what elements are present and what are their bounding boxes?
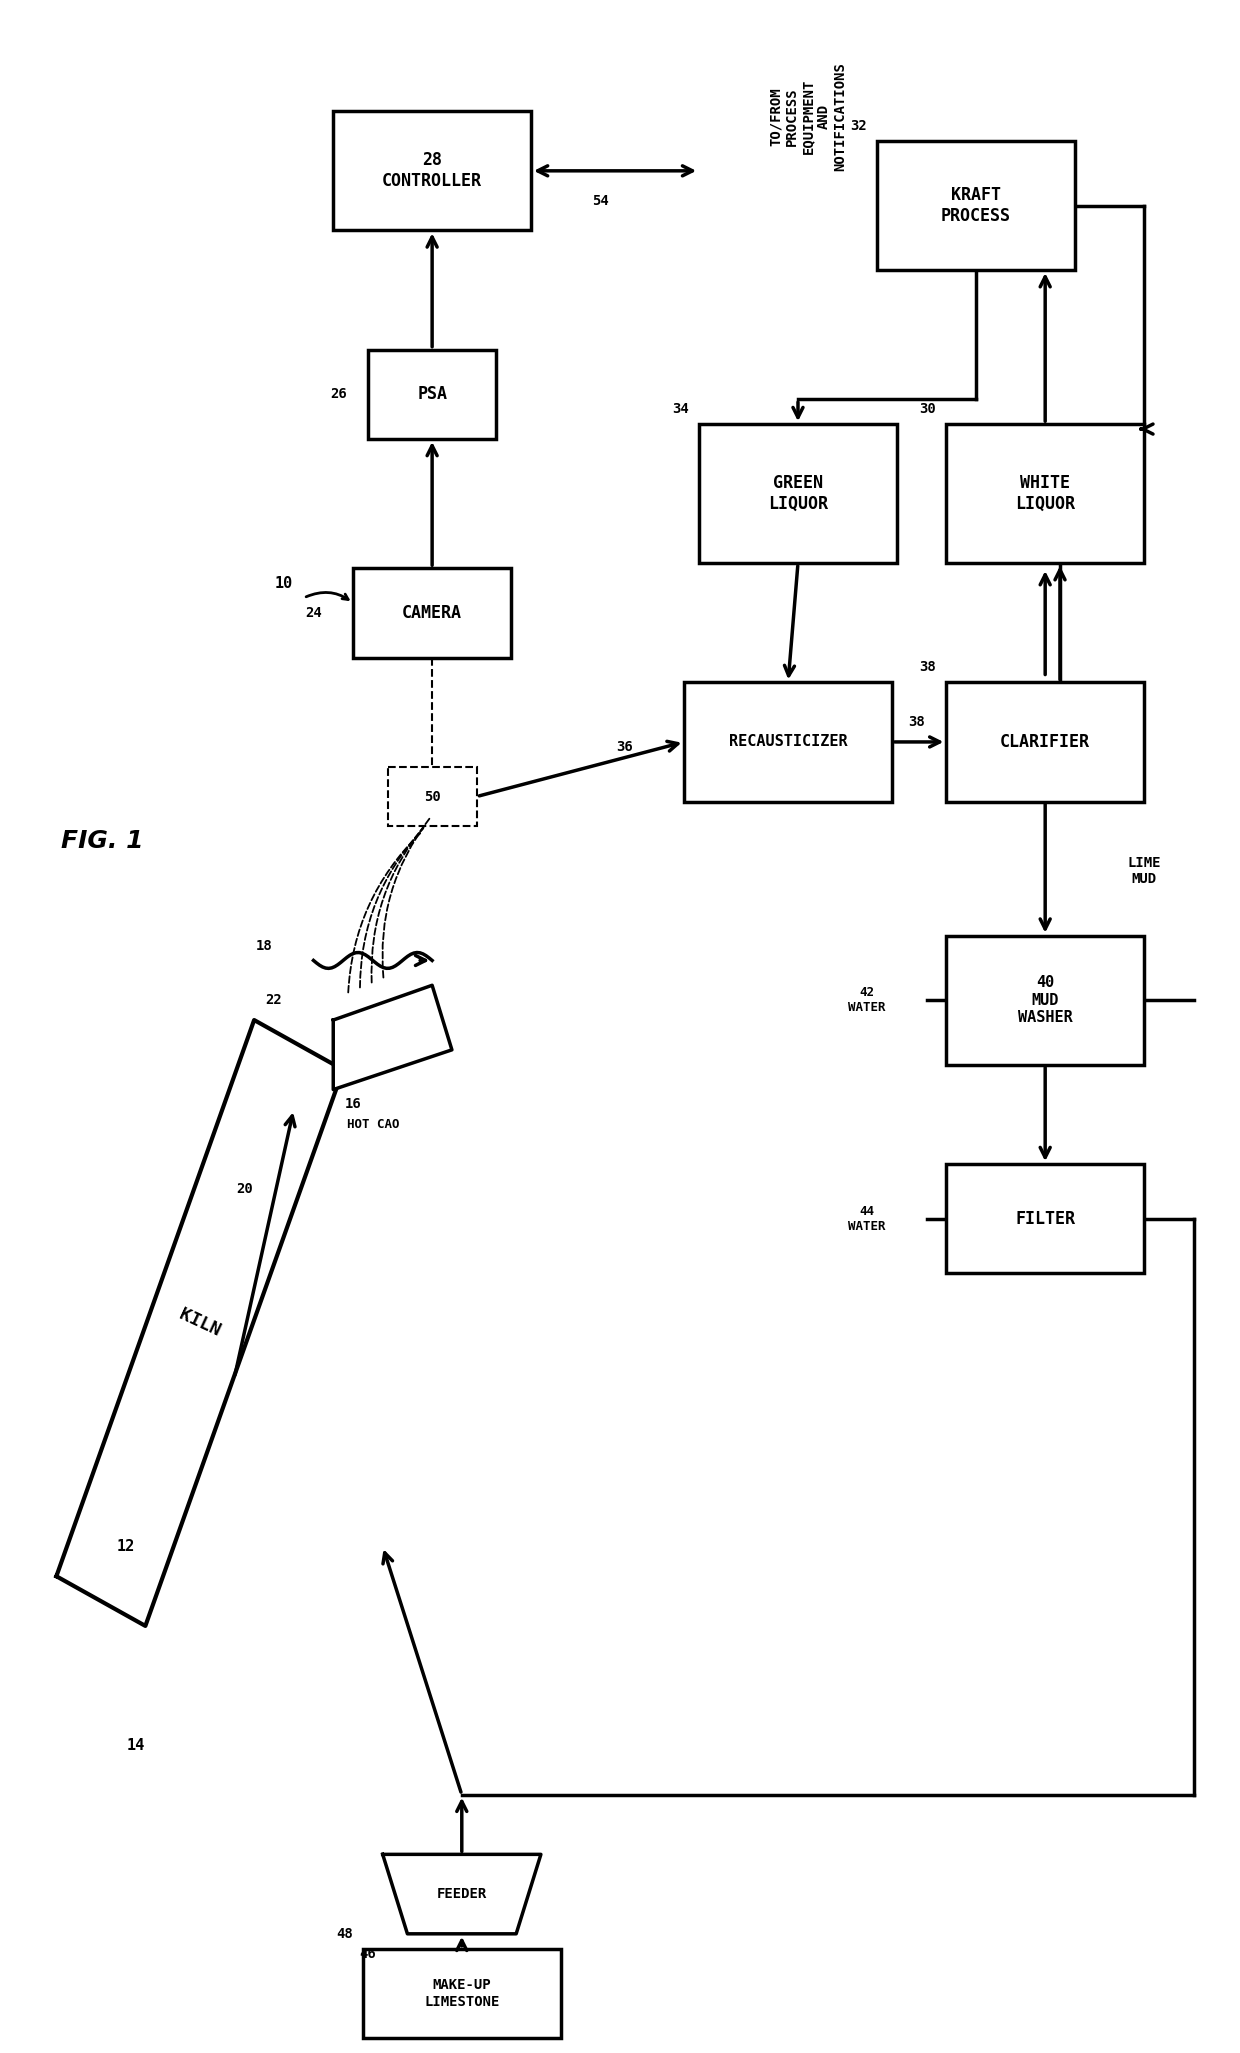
Polygon shape [56,1020,343,1626]
Polygon shape [383,1854,541,1934]
Text: 26: 26 [330,388,346,400]
Text: 12: 12 [117,1540,135,1554]
Text: 54: 54 [591,193,609,207]
Text: 28
CONTROLLER: 28 CONTROLLER [382,152,482,191]
Bar [368,349,496,439]
Bar [334,111,531,230]
Text: HOT CAO: HOT CAO [346,1117,399,1131]
Text: 18: 18 [255,938,273,953]
Text: TO/FROM
PROCESS
EQUIPMENT
AND
NOTIFICATIONS: TO/FROM PROCESS EQUIPMENT AND NOTIFICATI… [769,62,847,170]
Text: 20: 20 [236,1183,253,1197]
Text: GREEN
LIQUOR: GREEN LIQUOR [768,474,828,513]
Text: FEEDER: FEEDER [436,1887,487,1901]
Text: 40
MUD
WASHER: 40 MUD WASHER [1018,975,1073,1024]
Text: CLARIFIER: CLARIFIER [1001,733,1090,751]
Text: RECAUSTICIZER: RECAUSTICIZER [729,735,847,749]
Text: 24: 24 [305,606,322,620]
Text: 42
WATER: 42 WATER [848,985,885,1014]
Text: 10: 10 [275,575,293,591]
Text: 22: 22 [265,994,283,1008]
Bar [946,425,1145,563]
Bar [946,682,1145,801]
Text: 16: 16 [345,1098,361,1111]
Text: 48: 48 [336,1928,353,1940]
Text: 36: 36 [616,739,634,753]
Text: FILTER: FILTER [1016,1209,1075,1228]
Text: WHITE
LIQUOR: WHITE LIQUOR [1016,474,1075,513]
Bar [388,766,476,827]
Text: PSA: PSA [417,386,448,402]
Text: 46: 46 [360,1946,376,1961]
Text: 14: 14 [126,1737,145,1753]
Bar [363,1948,560,2039]
Bar [946,1164,1145,1273]
Text: 34: 34 [672,402,689,417]
Text: KILN: KILN [176,1306,223,1341]
Text: 38: 38 [908,714,925,729]
Text: CAMERA: CAMERA [402,604,463,622]
Text: FIG. 1: FIG. 1 [61,829,144,854]
Text: KRAFT
PROCESS: KRAFT PROCESS [941,187,1011,226]
Text: 38: 38 [920,661,936,675]
Bar [699,425,897,563]
Text: MAKE-UP
LIMESTONE: MAKE-UP LIMESTONE [424,1979,500,2008]
Text: 44
WATER: 44 WATER [848,1205,885,1232]
Bar [946,936,1145,1066]
Text: 50: 50 [424,790,440,803]
Bar [353,569,511,657]
Text: 30: 30 [920,402,936,417]
Bar [684,682,892,801]
Bar [877,142,1075,271]
Polygon shape [334,985,451,1090]
Text: LIME
MUD: LIME MUD [1127,856,1161,887]
Text: 32: 32 [851,119,867,133]
